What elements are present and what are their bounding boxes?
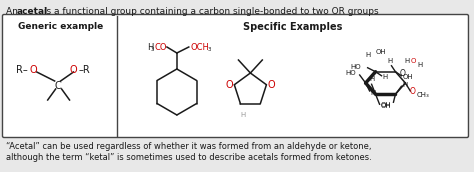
Text: An: An (6, 7, 21, 16)
Text: Specific Examples: Specific Examples (244, 22, 343, 32)
Text: O: O (226, 80, 233, 90)
Text: H: H (241, 112, 246, 118)
Text: H: H (405, 58, 410, 64)
Text: HO: HO (346, 70, 356, 76)
Text: Generic example: Generic example (18, 22, 103, 31)
Text: OH: OH (402, 74, 413, 80)
Text: acetal: acetal (17, 7, 48, 16)
Text: is a functional group containing a carbon single-bonded to two OR groups: is a functional group containing a carbo… (41, 7, 378, 16)
Text: O: O (70, 65, 77, 75)
Text: H: H (371, 90, 376, 96)
Text: CH₃: CH₃ (416, 92, 429, 98)
Text: C: C (54, 81, 61, 91)
Text: 3: 3 (151, 47, 155, 52)
Text: O: O (268, 80, 275, 90)
Text: H: H (369, 76, 374, 82)
Text: H: H (365, 52, 370, 58)
Text: “Acetal” can be used regardless of whether it was formed from an aldehyde or ket: “Acetal” can be used regardless of wheth… (6, 142, 372, 151)
Text: H: H (147, 42, 154, 51)
Text: OH: OH (381, 103, 391, 109)
Text: H: H (383, 74, 388, 80)
Text: O: O (410, 58, 416, 64)
Text: OH: OH (381, 102, 392, 108)
Text: 3: 3 (208, 47, 211, 52)
Text: although the term “ketal” is sometimes used to describe acetals formed from keto: although the term “ketal” is sometimes u… (6, 153, 372, 162)
Text: H: H (418, 62, 423, 68)
Text: H: H (402, 82, 408, 88)
Text: O: O (400, 69, 405, 78)
Text: OH: OH (375, 49, 386, 55)
Text: CO: CO (155, 42, 167, 51)
Text: R–: R– (16, 65, 27, 75)
Text: H: H (388, 58, 393, 64)
Text: O: O (30, 65, 37, 75)
Text: O: O (410, 87, 415, 95)
Text: –R: –R (79, 65, 90, 75)
FancyBboxPatch shape (2, 14, 468, 137)
Text: OCH: OCH (191, 42, 210, 51)
Text: HO: HO (351, 64, 361, 70)
